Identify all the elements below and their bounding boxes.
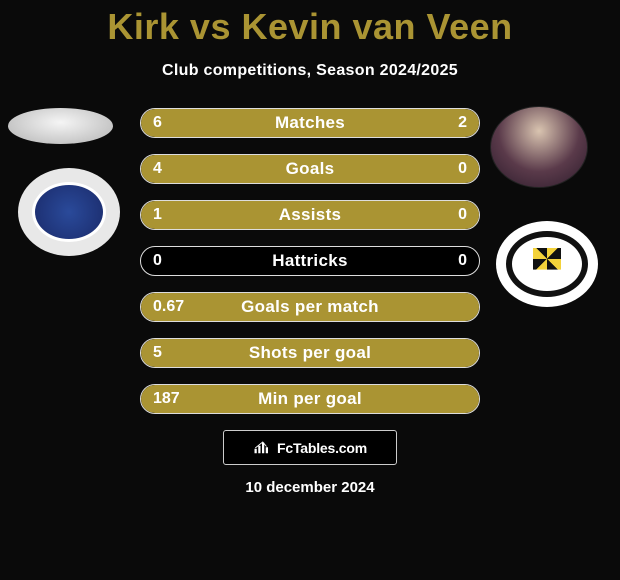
- stat-label: Shots per goal: [141, 339, 479, 367]
- stat-value-right: 0: [458, 155, 467, 183]
- stat-value-right: 0: [458, 247, 467, 275]
- stat-bar: 187Min per goal: [140, 384, 480, 414]
- stat-bar: 4Goals0: [140, 154, 480, 184]
- bar-chart-icon: [253, 441, 271, 455]
- stat-label: Matches: [141, 109, 479, 137]
- stat-label: Min per goal: [141, 385, 479, 413]
- player-left-avatar: [8, 108, 113, 144]
- stat-bars: 6Matches24Goals01Assists00Hattricks00.67…: [140, 108, 480, 414]
- stat-bar: 5Shots per goal: [140, 338, 480, 368]
- date-text: 10 december 2024: [0, 479, 620, 496]
- stat-bar: 0Hattricks0: [140, 246, 480, 276]
- page-title: Kirk vs Kevin van Veen: [0, 0, 620, 48]
- brand-badge: FcTables.com: [223, 430, 397, 465]
- stat-label: Assists: [141, 201, 479, 229]
- player-right-avatar: [490, 106, 588, 188]
- club-right-badge: [496, 221, 598, 307]
- subtitle: Club competitions, Season 2024/2025: [0, 62, 620, 80]
- stat-label: Goals per match: [141, 293, 479, 321]
- stat-label: Hattricks: [141, 247, 479, 275]
- brand-text: FcTables.com: [277, 440, 367, 456]
- comparison-panel: 6Matches24Goals01Assists00Hattricks00.67…: [0, 108, 620, 496]
- stat-bar: 1Assists0: [140, 200, 480, 230]
- stat-value-right: 2: [458, 109, 467, 137]
- stat-bar: 0.67Goals per match: [140, 292, 480, 322]
- club-left-badge: [18, 168, 120, 256]
- stat-bar: 6Matches2: [140, 108, 480, 138]
- stat-label: Goals: [141, 155, 479, 183]
- stat-value-right: 0: [458, 201, 467, 229]
